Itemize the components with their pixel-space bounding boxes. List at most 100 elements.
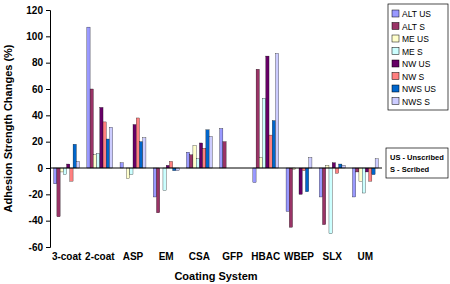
bar: [103, 122, 106, 168]
y-tick-mark: [46, 63, 50, 64]
legend-swatch: [392, 35, 399, 42]
bar: [169, 161, 172, 168]
y-tick-label: 20: [32, 136, 44, 147]
y-tick: 80: [32, 57, 50, 68]
x-tick: EM: [159, 251, 174, 262]
legend-swatch: [392, 23, 399, 30]
annotation-text: S - Scribed: [390, 165, 430, 174]
x-tick-label: 3-coat: [52, 251, 82, 262]
bar: [63, 168, 66, 175]
bar: [335, 168, 338, 173]
bar: [60, 168, 63, 172]
legend: ALT USALT SME USME SNW USNW SNWS USNWS S: [388, 4, 448, 110]
bar: [133, 125, 136, 168]
bar: [203, 148, 206, 168]
legend-label: NW US: [402, 59, 431, 69]
bar: [97, 154, 100, 168]
bar: [57, 168, 60, 217]
legend-swatch: [392, 98, 399, 105]
bar: [319, 168, 322, 197]
bar: [199, 143, 202, 168]
legend-label: NW S: [402, 72, 425, 82]
x-tick-label: HBAC: [251, 251, 280, 262]
bar: [139, 142, 142, 168]
bar: [365, 168, 368, 172]
legend-swatch: [392, 73, 399, 80]
y-axis-line: [46, 11, 51, 248]
x-tick-label: WBEP: [284, 251, 314, 262]
bar: [256, 69, 259, 168]
y-tick-label: 80: [32, 57, 44, 68]
x-tick-label: CSA: [189, 251, 210, 262]
bar: [339, 164, 342, 168]
bar: [322, 168, 325, 225]
legend-swatch: [392, 10, 399, 17]
y-axis: -60-40-20020406080100120: [26, 5, 50, 253]
bar: [106, 139, 109, 168]
legend-label: ALT US: [402, 9, 431, 19]
y-tick: -20: [29, 189, 50, 200]
bar: [286, 168, 289, 211]
y-tick-mark: [46, 247, 50, 248]
y-tick: -40: [29, 215, 50, 226]
bar: [110, 127, 113, 168]
legend-label: ME S: [402, 47, 423, 57]
y-tick: 40: [32, 110, 50, 121]
baseline: [50, 168, 382, 169]
y-tick-mark: [46, 10, 50, 11]
bar: [299, 168, 302, 194]
legend-label: ME US: [402, 34, 429, 44]
y-tick-mark: [46, 168, 50, 169]
bar: [190, 155, 193, 168]
bar: [266, 56, 269, 168]
bar: [67, 164, 70, 168]
y-tick-mark: [46, 89, 50, 90]
y-tick-mark: [46, 194, 50, 195]
y-tick: 20: [32, 136, 50, 147]
bar: [309, 157, 312, 168]
y-tick: 0: [37, 163, 50, 174]
bar: [332, 163, 335, 168]
legend-swatch: [392, 60, 399, 67]
y-tick-mark: [46, 36, 50, 37]
y-tick-mark: [46, 221, 50, 222]
bar: [130, 168, 133, 175]
bar: [269, 135, 272, 168]
bar: [73, 144, 76, 168]
y-tick: 60: [32, 84, 50, 95]
bar: [70, 168, 73, 181]
bar: [272, 121, 275, 168]
legend-label: ALT S: [402, 22, 425, 32]
x-tick-label: GFP: [222, 251, 243, 262]
bar: [259, 157, 262, 168]
x-tick: HBAC: [251, 251, 280, 262]
x-tick-label: SLX: [322, 251, 342, 262]
bar: [362, 168, 365, 193]
bar: [87, 27, 90, 168]
y-tick: 100: [26, 31, 50, 42]
x-tick-label: ASP: [123, 251, 144, 262]
y-tick-mark: [46, 115, 50, 116]
y-tick-label: 40: [32, 110, 44, 121]
bar: [163, 168, 166, 190]
y-tick-label: 60: [32, 84, 44, 95]
x-tick: WBEP: [284, 251, 314, 262]
legend-box: [388, 4, 448, 110]
bar: [375, 159, 378, 168]
x-tick: 3-coat: [52, 251, 82, 262]
y-tick-label: 120: [26, 5, 43, 16]
x-tick-label: EM: [159, 251, 174, 262]
bar: [193, 146, 196, 168]
x-tick-label: 2-coat: [85, 251, 115, 262]
x-tick-label: UM: [358, 251, 374, 262]
bar: [90, 89, 93, 168]
bar: [220, 129, 223, 169]
bar: [329, 168, 332, 234]
legend-label: NWS US: [402, 84, 436, 94]
bar: [359, 168, 362, 181]
bar: [120, 163, 123, 168]
bar: [206, 130, 209, 168]
plot: -60-40-200204060801001203-coat2-coatASPE…: [26, 5, 382, 262]
chart: -60-40-200204060801001203-coat2-coatASPE…: [0, 0, 450, 284]
x-tick: SLX: [322, 251, 342, 262]
